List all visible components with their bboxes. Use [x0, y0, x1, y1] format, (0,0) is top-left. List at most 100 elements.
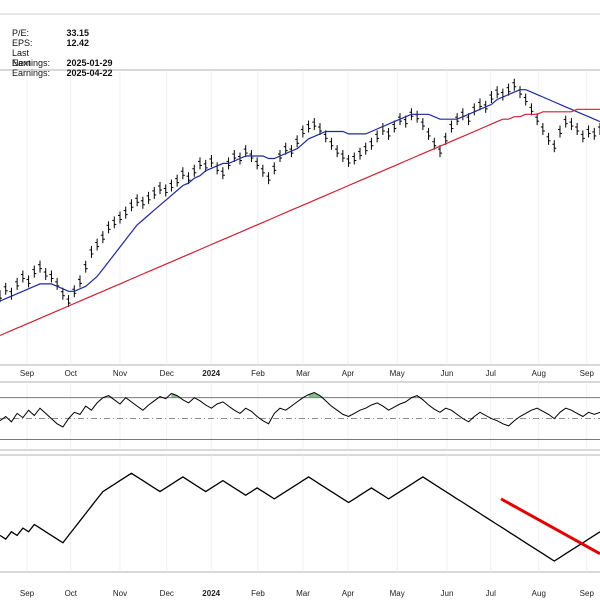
price-bar-53 — [300, 125, 305, 138]
price-bar-43 — [243, 145, 248, 158]
price-axis-tick-4: 2024 — [202, 369, 220, 378]
price-bar-38 — [215, 162, 220, 175]
price-bar-21 — [118, 211, 122, 224]
relative-strength-line — [0, 472, 600, 562]
bottom-axis-tick-9: Jun — [441, 589, 454, 598]
price-bar-83 — [472, 103, 477, 116]
price-bar-24 — [135, 194, 140, 207]
price-axis-tick-5: Feb — [251, 369, 265, 378]
price-bar-54 — [306, 120, 311, 133]
price-bar-30 — [169, 179, 174, 192]
price-bar-59 — [335, 145, 340, 158]
price-bar-10 — [55, 277, 60, 290]
last-earnings-label: Last Earnings: — [12, 48, 51, 68]
price-bar-92 — [523, 93, 528, 106]
price-bar-29 — [163, 184, 168, 197]
price-bar-78 — [443, 132, 448, 145]
price-bar-56 — [318, 123, 322, 135]
price-bar-88 — [500, 88, 505, 101]
price-bar-104 — [592, 127, 597, 140]
price-axis-tick-9: Jun — [441, 369, 454, 378]
bottom-axis-tick-10: Jul — [486, 589, 496, 598]
price-bar-11 — [60, 287, 65, 300]
price-bar-39 — [220, 167, 225, 180]
bottom-axis-tick-3: Dec — [160, 589, 174, 598]
price-bar-6 — [32, 265, 37, 278]
price-bar-47 — [266, 172, 271, 185]
price-bar-17 — [95, 238, 100, 251]
price-axis-tick-12: Sep — [580, 369, 595, 378]
price-axis-tick-1: Oct — [65, 369, 78, 378]
price-bar-84 — [478, 98, 482, 111]
price-bar-34 — [192, 164, 197, 177]
price-bar-36 — [203, 159, 208, 172]
price-bar-69 — [392, 120, 397, 133]
price-bar-37 — [209, 154, 214, 167]
price-bar-81 — [460, 108, 465, 121]
price-axis-tick-0: Sep — [20, 369, 35, 378]
price-panel — [0, 13, 600, 366]
next-earnings-row: Next Earnings: 2025-04-22 — [12, 58, 113, 78]
eps-value: 12.42 — [66, 38, 90, 48]
price-bar-48 — [272, 162, 277, 175]
price-bar-52 — [295, 135, 300, 148]
price-bar-26 — [146, 191, 151, 204]
price-bar-94 — [535, 113, 540, 126]
price-bar-98 — [558, 125, 562, 138]
price-bar-32 — [180, 167, 185, 180]
price-bar-97 — [552, 140, 557, 153]
price-bar-60 — [340, 150, 345, 163]
price-bar-9 — [49, 270, 54, 283]
price-bar-63 — [358, 147, 362, 160]
price-bar-67 — [380, 123, 385, 135]
price-bar-68 — [386, 127, 391, 140]
osc-overbought-fill-54 — [308, 392, 315, 398]
bottom-axis-tick-1: Oct — [65, 589, 78, 598]
oscillator-line — [0, 391, 600, 428]
price-bar-101 — [575, 123, 580, 135]
price-bar-75 — [426, 127, 431, 140]
price-axis-tick-8: May — [390, 369, 405, 378]
price-x-axis: Sep Oct Nov Dec 2024 Feb Mar Apr May Jun Jul Aug Sep — [20, 369, 595, 378]
bottom-axis-tick-8: May — [390, 589, 405, 598]
price-bar-3 — [15, 277, 20, 290]
price-bar-65 — [369, 137, 374, 150]
next-earnings-label: Next Earnings: — [12, 58, 51, 78]
price-axis-tick-10: Jul — [486, 369, 496, 378]
price-bar-103 — [586, 125, 591, 138]
price-bar-99 — [563, 115, 568, 128]
price-bar-5 — [26, 275, 31, 288]
price-bar-27 — [152, 186, 157, 199]
price-bar-22 — [123, 206, 128, 219]
price-bar-1 — [3, 282, 8, 295]
oscillator-panel — [0, 381, 600, 451]
bottom-x-axis: Sep Oct Nov Dec 2024 Feb Mar Apr May Jun Jul Aug Sep — [20, 589, 595, 598]
price-bar-14 — [78, 275, 82, 288]
last-earnings-value: 2025-01-29 — [66, 58, 113, 68]
price-bar-73 — [415, 110, 420, 123]
price-bar-46 — [260, 164, 265, 177]
bottom-axis-tick-2: Nov — [113, 589, 127, 598]
bottom-axis-tick-0: Sep — [20, 589, 35, 598]
price-bar-79 — [449, 120, 454, 133]
next-earnings-value: 2025-04-22 — [66, 68, 113, 78]
price-bar-0 — [0, 290, 2, 303]
bottom-axis-tick-5: Feb — [251, 589, 265, 598]
price-bar-31 — [175, 174, 180, 187]
price-axis-tick-2: Nov — [113, 369, 127, 378]
price-bar-18 — [100, 231, 105, 244]
price-bar-93 — [529, 103, 534, 116]
price-bar-62 — [352, 152, 357, 165]
last-earnings-row: Last Earnings: 2025-01-29 — [12, 48, 113, 68]
price-bar-45 — [255, 157, 260, 170]
price-bar-66 — [375, 130, 380, 143]
relative-strength-panel — [0, 454, 600, 573]
price-bar-96 — [546, 132, 551, 145]
price-bar-20 — [112, 216, 117, 229]
price-bar-8 — [43, 268, 48, 281]
eps-row: EPS: 12.42 — [12, 38, 89, 48]
price-bar-41 — [232, 150, 237, 163]
price-bar-28 — [158, 182, 162, 194]
price-bar-91 — [518, 86, 522, 99]
